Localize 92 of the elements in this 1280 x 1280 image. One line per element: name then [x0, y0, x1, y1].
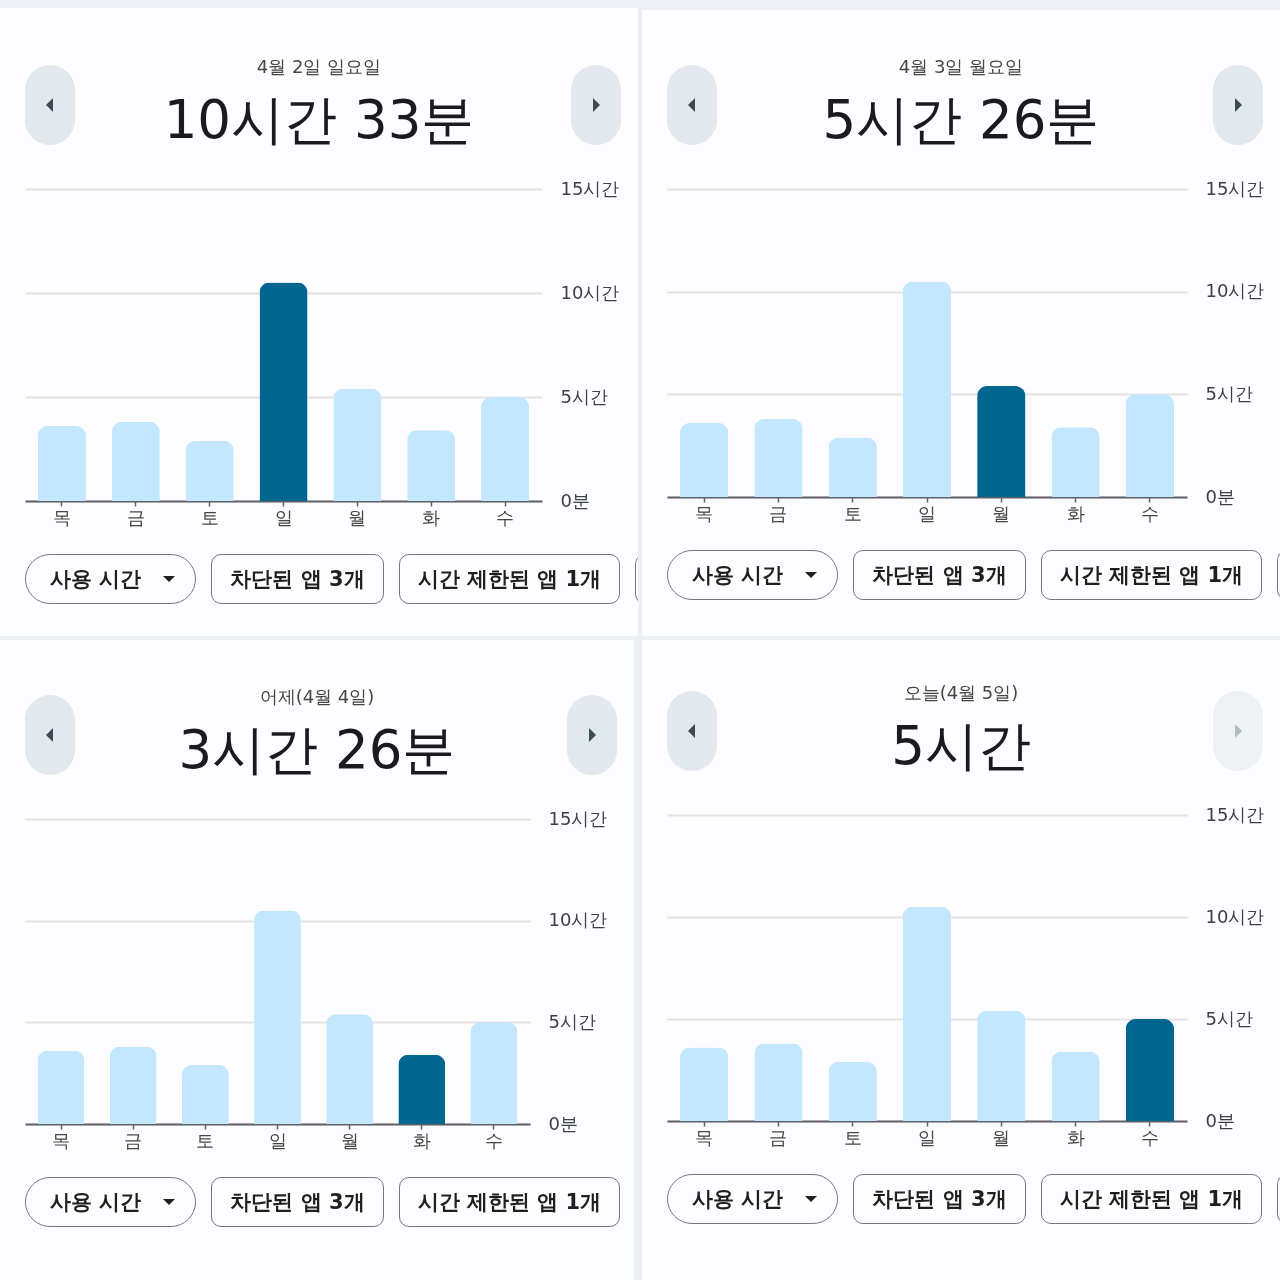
bar — [902, 281, 952, 497]
x-tick-label: 금 — [126, 506, 145, 528]
x-tick-label: 금 — [124, 1129, 143, 1151]
chart-subtitle: 5시간 26분 — [821, 88, 1101, 152]
y-tick-label: 15시간 — [560, 177, 620, 199]
bar — [1051, 427, 1100, 497]
x-tick-label: 화 — [1066, 502, 1085, 524]
dropdown-button: 사용 시간 — [25, 1177, 197, 1227]
y-tick-label: 15시간 — [1205, 177, 1265, 199]
chart-title: 4월 3일 월요일 — [897, 55, 1025, 79]
bar — [1125, 394, 1174, 497]
y-tick-label: 5시간 — [1205, 382, 1253, 404]
bar — [828, 437, 877, 497]
chart-title: 어제(4월 4일) — [258, 685, 376, 709]
bar — [1125, 1019, 1174, 1121]
bar — [109, 1046, 157, 1124]
x-tick-label: 금 — [769, 1126, 788, 1148]
bar — [481, 397, 530, 501]
x-tick-label: 화 — [1066, 1126, 1085, 1148]
bar — [977, 386, 1026, 497]
bar — [754, 418, 803, 497]
bar — [259, 282, 308, 501]
x-tick-label: 일 — [274, 506, 293, 528]
y-tick-label: 15시간 — [548, 807, 608, 829]
dropdown-button: 사용 시간 — [25, 554, 197, 604]
bar — [333, 388, 382, 501]
bar — [754, 1043, 803, 1121]
bar — [977, 1010, 1026, 1121]
y-tick-label: 5시간 — [548, 1010, 596, 1032]
x-tick-label: 토 — [843, 1126, 862, 1148]
bar — [37, 426, 86, 501]
bar — [37, 1050, 85, 1124]
y-tick-label: 5시간 — [560, 385, 608, 407]
filter-chip: 시간 제한된 앱 1개 — [398, 554, 621, 604]
filter-chip: 시간 제한된 앱 1개 — [398, 1177, 621, 1227]
bar — [407, 430, 456, 501]
filter-chip: 차단된 앱 3개 — [853, 550, 1026, 600]
x-tick-label: 월 — [340, 1129, 359, 1151]
y-tick-label: 0분 — [1205, 485, 1235, 507]
x-tick-label: 목 — [695, 1126, 714, 1148]
y-tick-label: 5시간 — [1205, 1007, 1253, 1029]
bar — [111, 421, 160, 501]
x-tick-label: 토 — [843, 502, 862, 524]
bar — [1051, 1051, 1100, 1121]
bar — [680, 423, 729, 497]
bar — [326, 1014, 374, 1124]
x-tick-label: 일 — [268, 1129, 287, 1151]
x-tick-label: 수 — [1140, 502, 1159, 524]
y-tick-label: 0분 — [560, 489, 590, 511]
bar — [185, 440, 234, 501]
x-tick-label: 토 — [200, 506, 219, 528]
x-tick-label: 월 — [992, 1126, 1011, 1148]
y-tick-label: 15시간 — [1205, 803, 1265, 825]
x-tick-label: 목 — [695, 502, 714, 524]
chart-subtitle: 10시간 33분 — [162, 88, 476, 152]
bar — [254, 910, 301, 1124]
filter-chip: 시간 제한된 앱 1개 — [1040, 550, 1263, 600]
filter-chip: 시간 제한된 앱 1개 — [1040, 1174, 1263, 1224]
filter-chip: 차단된 앱 3개 — [853, 1174, 1026, 1224]
bar — [398, 1054, 446, 1124]
filter-chip: 차단된 앱 3개 — [211, 554, 384, 604]
dropdown-button: 사용 시간 — [667, 550, 839, 600]
bar — [181, 1065, 229, 1124]
x-tick-label: 토 — [196, 1129, 215, 1151]
x-tick-label: 수 — [1140, 1126, 1159, 1148]
chart-title: 오늘(4월 5일) — [902, 681, 1020, 705]
bar — [680, 1047, 729, 1121]
bar — [470, 1022, 518, 1124]
y-tick-label: 10시간 — [548, 909, 608, 931]
bar — [828, 1061, 877, 1121]
x-tick-label: 목 — [52, 506, 71, 528]
bar — [902, 906, 952, 1121]
x-tick-label: 수 — [484, 1129, 503, 1151]
x-tick-label: 월 — [992, 502, 1011, 524]
filter-chip: 차단된 앱 3개 — [211, 1177, 384, 1227]
y-tick-label: 10시간 — [1205, 905, 1265, 927]
x-tick-label: 수 — [496, 506, 515, 528]
y-tick-label: 10시간 — [560, 281, 620, 303]
chart-subtitle: 5시간 — [890, 714, 1032, 778]
x-tick-label: 화 — [422, 506, 441, 528]
x-tick-label: 목 — [52, 1129, 71, 1151]
x-tick-label: 화 — [412, 1129, 431, 1151]
x-tick-label: 일 — [918, 502, 936, 524]
chart-subtitle: 3시간 26분 — [177, 718, 457, 782]
x-tick-label: 금 — [769, 502, 788, 524]
x-tick-label: 월 — [348, 506, 367, 528]
x-tick-label: 일 — [918, 1126, 936, 1148]
y-tick-label: 0분 — [548, 1112, 578, 1134]
dropdown-button: 사용 시간 — [667, 1174, 839, 1224]
y-tick-label: 10시간 — [1205, 280, 1265, 302]
y-tick-label: 0분 — [1205, 1109, 1235, 1131]
chart-title: 4월 2일 일요일 — [255, 55, 383, 79]
